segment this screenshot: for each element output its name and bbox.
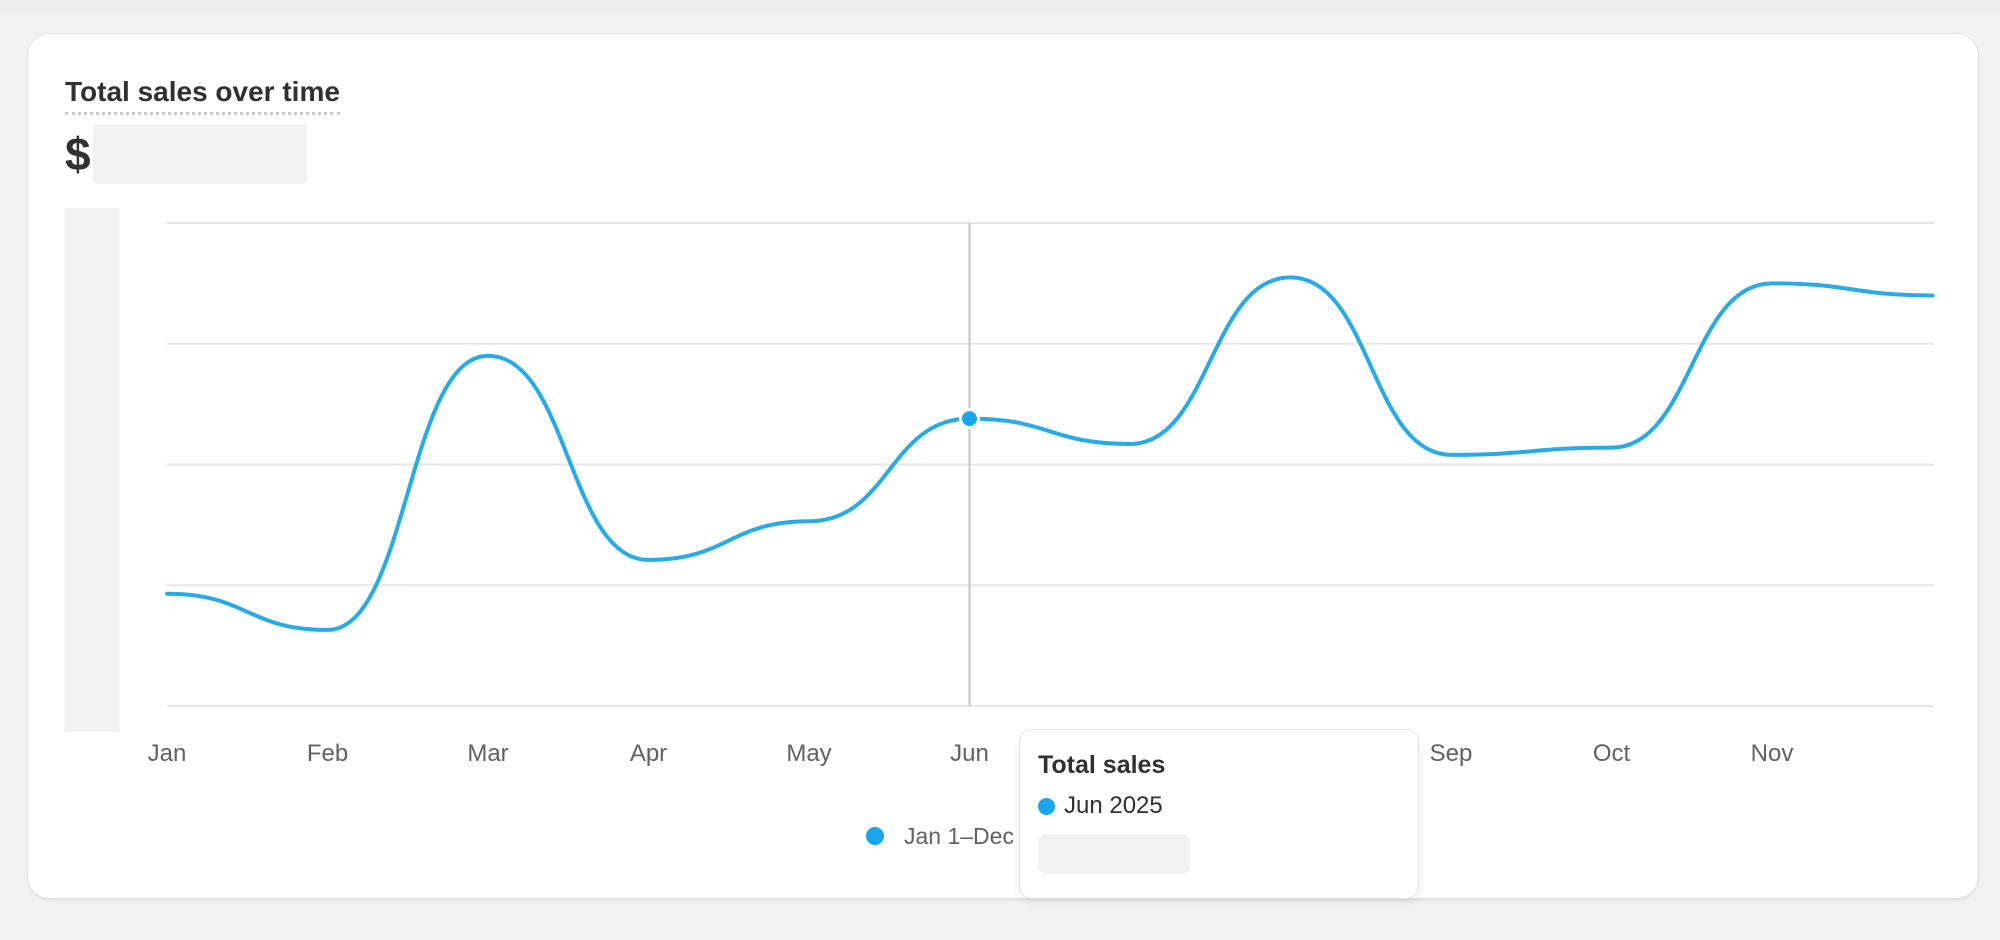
grid-lines	[167, 222, 1934, 707]
highlighted-data-point[interactable]	[959, 408, 980, 430]
legend-series-marker	[866, 827, 884, 845]
chart-legend[interactable]: Jan 1–Dec	[866, 820, 1014, 852]
x-tick-label: Sep	[1430, 740, 1473, 767]
chart-title[interactable]: Total sales over time	[65, 74, 340, 115]
tooltip-series-row: Jun 2025	[1038, 792, 1400, 820]
currency-symbol: $	[65, 128, 91, 180]
x-axis-tick-labels: Jan Feb Mar Apr May Jun Sep Oct Nov	[148, 740, 1794, 767]
series-lines	[165, 275, 1935, 632]
tooltip-title: Total sales	[1038, 751, 1166, 779]
x-tick-label: Mar	[467, 740, 508, 767]
tooltip-value-redacted	[1038, 834, 1190, 874]
top-strip	[0, 0, 2000, 14]
x-tick-label: Feb	[307, 740, 348, 767]
tooltip-period: Jun 2025	[1064, 792, 1163, 819]
x-tick-label: Nov	[1751, 740, 1794, 767]
tooltip-series-marker	[1038, 797, 1055, 815]
y-axis-labels-redacted	[65, 208, 119, 732]
x-tick-label: Oct	[1593, 740, 1631, 767]
total-value-redacted	[93, 124, 307, 184]
data-points	[959, 408, 980, 430]
x-tick-label: Apr	[630, 740, 667, 767]
x-tick-label: Jan	[148, 740, 187, 767]
x-tick-label: Jun	[950, 740, 989, 767]
legend-series-label: Jan 1–Dec	[904, 822, 1014, 849]
x-tick-label: May	[786, 740, 831, 767]
chart-card	[28, 34, 1978, 898]
series-line	[165, 275, 1935, 632]
chart-tooltip: Total sales Jun 2025	[1020, 730, 1418, 898]
